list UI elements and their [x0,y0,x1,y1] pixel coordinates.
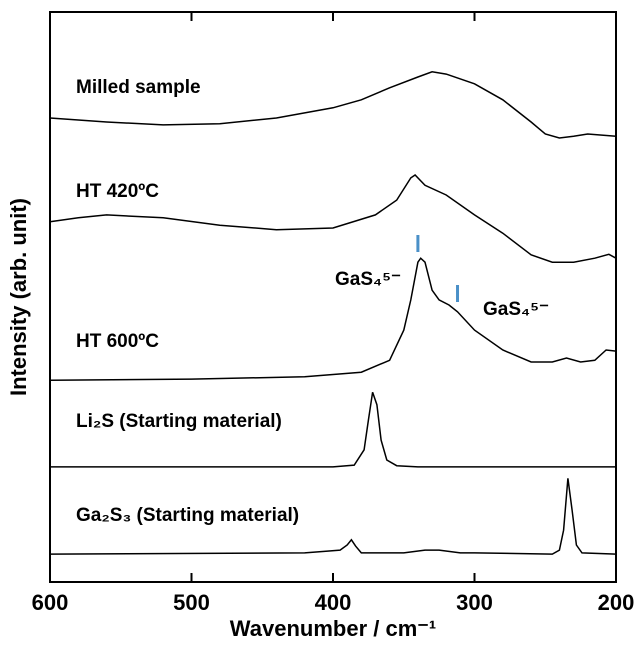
spectrum-line [50,391,616,468]
spectrum-line [49,71,617,139]
annotation: GaS₄⁵⁻ [483,299,549,320]
series-label: Milled sample [76,77,201,98]
x-tick-label: 500 [173,590,210,615]
spectrum-line [49,478,617,555]
x-tick-label: 400 [315,590,352,615]
annotation: GaS₄⁵⁻ [335,269,401,290]
spectrum-line [49,174,617,263]
y-axis-label: Intensity (arb. unit) [6,198,31,396]
series-label: HT 600ºC [76,331,159,352]
x-tick-label: 600 [32,590,69,615]
x-tick-label: 200 [598,590,635,615]
series-label: HT 420ºC [76,181,159,202]
series-label: Ga₂S₃ (Starting material) [76,505,299,526]
spectrum-line [49,257,617,381]
x-axis-label: Wavenumber / cm⁻¹ [230,616,436,641]
series-label: Li₂S (Starting material) [76,411,282,432]
x-tick-label: 300 [456,590,493,615]
